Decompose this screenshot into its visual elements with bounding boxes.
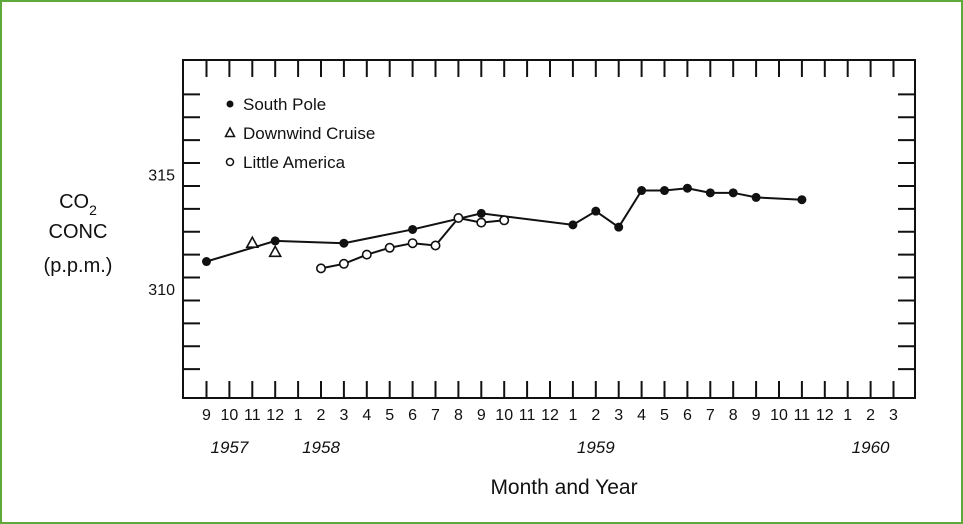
little-america-point [453,213,464,224]
x-year-label: 1957 [210,438,248,457]
x-tick-label: 9 [202,407,211,424]
x-tick-label: 11 [519,407,536,424]
x-tick-label: 5 [660,407,669,424]
legend-marker-downwind-cruise [224,126,236,138]
x-tick-label: 12 [266,407,284,424]
x-year-label: 1960 [852,438,890,457]
south-pole-point [705,188,715,198]
legend-label-south-pole: South Pole [243,95,326,114]
south-pole-point [568,220,578,230]
south-pole-point [270,236,280,246]
x-tick-label: 1 [294,407,303,424]
south-pole-point [637,186,647,196]
south-pole-point [797,195,807,205]
x-tick-label: 2 [317,407,326,424]
x-tick-label: 9 [752,407,761,424]
y-axis-label-unit: (p.p.m.) [44,255,113,277]
little-america-point [476,217,487,228]
axes: 9 10 11 12 1 2 3 4 5 6 7 8 9 10 11 12 1 2 3 4 5 6 7 8 9 10 11 12 1 2 3… [148,60,915,457]
x-tick-label: 10 [770,407,788,424]
south-pole-point [591,206,601,216]
x-year-label: 1959 [577,438,615,457]
x-axis-title: Month and Year [490,476,637,499]
little-america-point [499,215,510,226]
legend-marker-south-pole [226,100,234,108]
x-tick-label: 11 [244,407,261,424]
x-tick-label: 7 [431,407,440,424]
legend-label-little-america: Little America [243,153,346,172]
south-pole-point [476,208,486,218]
y-axis-label-conc: CONC [49,221,108,243]
south-pole-point [751,192,761,202]
little-america-point [430,240,441,251]
x-tick-label: 6 [683,407,692,424]
x-tick-label: 12 [541,407,559,424]
plot-area [182,59,916,399]
south-pole-point [682,183,692,193]
y-axis-label-co2: CO2 [59,191,97,218]
downwind-cruise-point [268,244,283,258]
x-year-label: 1958 [302,438,340,457]
x-tick-label: 7 [706,407,715,424]
downwind-cruise-point [245,235,260,248]
x-tick-label: 3 [339,407,348,424]
x-tick-label: 10 [495,407,513,424]
x-tick-label: 8 [729,407,738,424]
south-pole-point [728,188,738,198]
x-tick-label: 1 [568,407,577,424]
x-tick-label: 9 [477,407,486,424]
south-pole-point [660,186,669,196]
x-tick-label: 12 [816,407,834,424]
x-tick-label: 6 [408,407,417,424]
x-tick-label: 10 [221,407,239,424]
x-tick-label: 2 [866,407,875,424]
south-pole-point [202,257,211,267]
south-pole-point [408,224,418,234]
little-america-point [407,238,418,249]
legend-marker-little-america [225,157,235,167]
x-tick-label: 3 [889,407,898,424]
y-tick-label: 315 [148,168,175,185]
x-tick-label: 2 [591,407,600,424]
x-tick-label: 4 [637,407,646,424]
south-pole-point [339,238,349,248]
little-america-point [338,258,349,269]
south-pole-point [614,222,624,232]
little-america-point [361,249,372,260]
x-tick-label: 11 [794,407,811,424]
x-tick-label: 3 [614,407,623,424]
series-markers [202,183,807,274]
x-tick-label: 4 [362,407,371,424]
x-tick-label: 5 [385,407,394,424]
y-tick-label: 310 [148,282,175,299]
x-tick-label: 1 [843,407,852,424]
little-america-point [315,263,326,274]
legend-label-downwind-cruise: Downwind Cruise [243,124,375,143]
legend: South Pole Downwind Cruise Little America [224,95,375,172]
x-tick-label: 8 [454,407,463,424]
little-america-point [384,242,395,253]
